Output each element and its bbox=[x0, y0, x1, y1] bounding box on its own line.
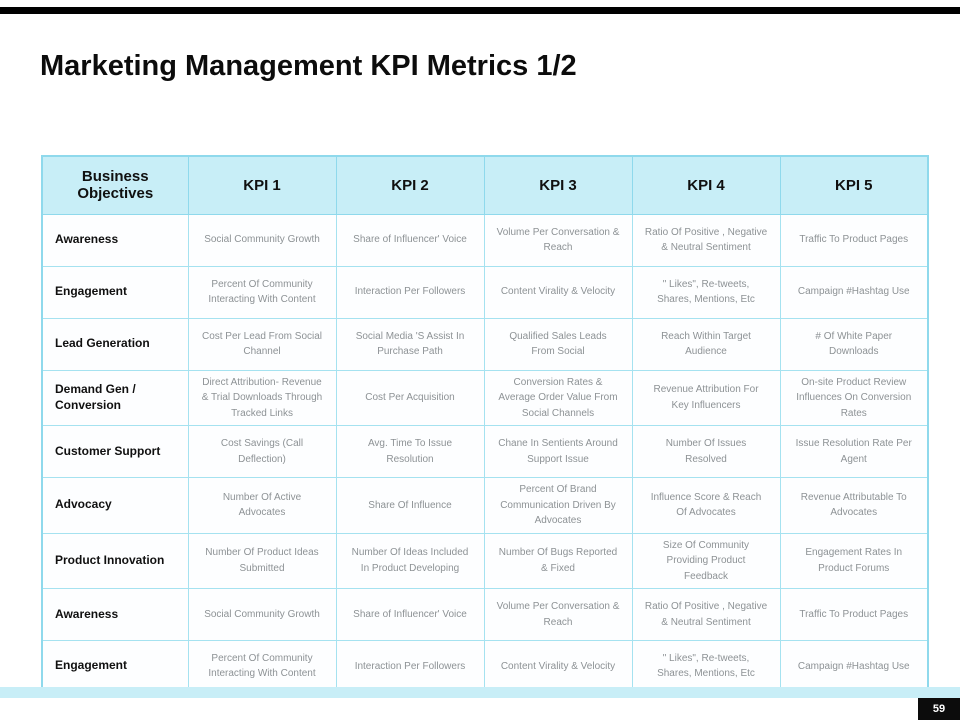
kpi-cell: Share of Influencer' Voice bbox=[335, 213, 485, 267]
column-header-kpi-4: KPI 4 bbox=[631, 155, 781, 215]
kpi-cell: Qualified Sales Leads From Social bbox=[483, 317, 633, 371]
kpi-cell: " Likes", Re-tweets, Shares, Mentions, E… bbox=[631, 640, 781, 693]
kpi-cell: Number Of Issues Resolved bbox=[631, 425, 781, 478]
kpi-cell: Social Community Growth bbox=[187, 213, 337, 267]
kpi-cell: Share of Influencer' Voice bbox=[335, 588, 485, 641]
page-number: 59 bbox=[918, 698, 960, 720]
kpi-cell: Social Community Growth bbox=[187, 588, 337, 641]
table-row: Customer Support Cost Savings (Call Defl… bbox=[41, 425, 929, 478]
column-header-kpi-3: KPI 3 bbox=[483, 155, 633, 215]
kpi-cell: Revenue Attributable To Advocates bbox=[779, 477, 929, 534]
kpi-cell: Influence Score & Reach Of Advocates bbox=[631, 477, 781, 534]
kpi-cell: " Likes", Re-tweets, Shares, Mentions, E… bbox=[631, 265, 781, 319]
objective-cell: Advocacy bbox=[41, 477, 189, 534]
column-header-business-objectives: Business Objectives bbox=[41, 155, 189, 215]
kpi-cell: Cost Savings (Call Deflection) bbox=[187, 425, 337, 478]
kpi-cell: Engagement Rates In Product Forums bbox=[779, 532, 929, 589]
table-row: Advocacy Number Of Active Advocates Shar… bbox=[41, 477, 929, 534]
objective-cell: Demand Gen / Conversion bbox=[41, 369, 189, 426]
objective-cell: Product Innovation bbox=[41, 532, 189, 589]
kpi-cell: Direct Attribution- Revenue & Trial Down… bbox=[187, 369, 337, 426]
column-header-kpi-1: KPI 1 bbox=[187, 155, 337, 215]
objective-cell: Lead Generation bbox=[41, 317, 189, 371]
kpi-cell: Percent Of Community Interacting With Co… bbox=[187, 265, 337, 319]
kpi-cell: Social Media 'S Assist In Purchase Path bbox=[335, 317, 485, 371]
kpi-cell: Ratio Of Positive , Negative & Neutral S… bbox=[631, 213, 781, 267]
kpi-cell: Size Of Community Providing Product Feed… bbox=[631, 532, 781, 589]
column-header-kpi-5: KPI 5 bbox=[779, 155, 929, 215]
kpi-cell: Chane In Sentients Around Support Issue bbox=[483, 425, 633, 478]
kpi-cell: Campaign #Hashtag Use bbox=[779, 640, 929, 693]
kpi-cell: Traffic To Product Pages bbox=[779, 588, 929, 641]
table-row: Awareness Social Community Growth Share … bbox=[41, 588, 929, 641]
kpi-cell: Content Virality & Velocity bbox=[483, 265, 633, 319]
table-row: Demand Gen / Conversion Direct Attributi… bbox=[41, 369, 929, 426]
kpi-cell: Avg. Time To Issue Resolution bbox=[335, 425, 485, 478]
kpi-cell: Traffic To Product Pages bbox=[779, 213, 929, 267]
objective-cell: Engagement bbox=[41, 640, 189, 693]
kpi-cell: Ratio Of Positive , Negative & Neutral S… bbox=[631, 588, 781, 641]
top-accent-bar bbox=[0, 7, 960, 14]
kpi-table: Business Objectives KPI 1 KPI 2 KPI 3 KP… bbox=[41, 155, 929, 694]
kpi-cell: Interaction Per Followers bbox=[335, 640, 485, 693]
kpi-cell: Cost Per Acquisition bbox=[335, 369, 485, 426]
kpi-cell: Number Of Active Advocates bbox=[187, 477, 337, 534]
kpi-cell: Share Of Influence bbox=[335, 477, 485, 534]
objective-cell: Customer Support bbox=[41, 425, 189, 478]
kpi-cell: Conversion Rates & Average Order Value F… bbox=[483, 369, 633, 426]
objective-cell: Awareness bbox=[41, 213, 189, 267]
kpi-cell: Percent Of Community Interacting With Co… bbox=[187, 640, 337, 693]
kpi-cell: Issue Resolution Rate Per Agent bbox=[779, 425, 929, 478]
kpi-cell: Content Virality & Velocity bbox=[483, 640, 633, 693]
kpi-cell: Interaction Per Followers bbox=[335, 265, 485, 319]
column-header-kpi-2: KPI 2 bbox=[335, 155, 485, 215]
table-row: Engagement Percent Of Community Interact… bbox=[41, 640, 929, 693]
objective-cell: Awareness bbox=[41, 588, 189, 641]
kpi-cell: Number Of Bugs Reported & Fixed bbox=[483, 532, 633, 589]
table-row: Product Innovation Number Of Product Ide… bbox=[41, 532, 929, 589]
kpi-cell: Number Of Product Ideas Submitted bbox=[187, 532, 337, 589]
kpi-cell: Volume Per Conversation & Reach bbox=[483, 588, 633, 641]
kpi-cell: Volume Per Conversation & Reach bbox=[483, 213, 633, 267]
kpi-cell: On-site Product Review Influences On Con… bbox=[779, 369, 929, 426]
header-row: Business Objectives KPI 1 KPI 2 KPI 3 KP… bbox=[41, 155, 929, 215]
kpi-cell: Reach Within Target Audience bbox=[631, 317, 781, 371]
kpi-cell: # Of White Paper Downloads bbox=[779, 317, 929, 371]
objective-cell: Engagement bbox=[41, 265, 189, 319]
kpi-cell: Percent Of Brand Communication Driven By… bbox=[483, 477, 633, 534]
kpi-cell: Campaign #Hashtag Use bbox=[779, 265, 929, 319]
kpi-cell: Number Of Ideas Included In Product Deve… bbox=[335, 532, 485, 589]
table-row: Lead Generation Cost Per Lead From Socia… bbox=[41, 317, 929, 371]
table-row: Awareness Social Community Growth Share … bbox=[41, 213, 929, 267]
slide-title: Marketing Management KPI Metrics 1/2 bbox=[40, 50, 577, 82]
kpi-cell: Cost Per Lead From Social Channel bbox=[187, 317, 337, 371]
table-row: Engagement Percent Of Community Interact… bbox=[41, 265, 929, 319]
bottom-accent-bar bbox=[0, 687, 960, 698]
kpi-cell: Revenue Attribution For Key Influencers bbox=[631, 369, 781, 426]
